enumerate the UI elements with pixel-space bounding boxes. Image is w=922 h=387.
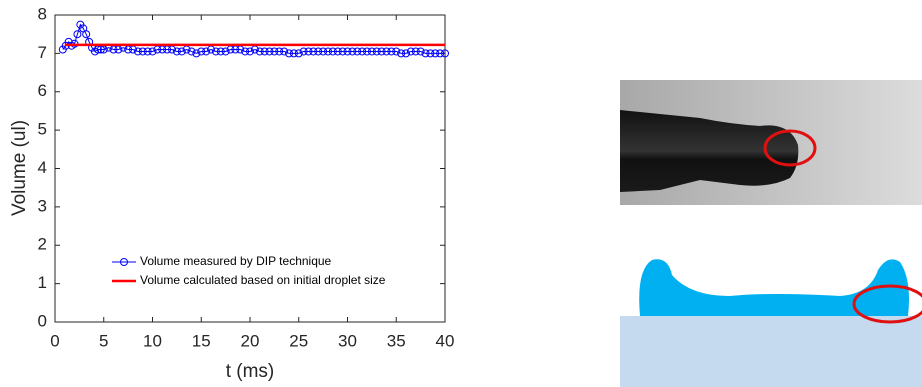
data-point [304,47,313,56]
data-point [411,47,420,56]
data-point [270,47,279,56]
x-axis-label: t (ms) [226,361,275,382]
data-point [367,47,376,56]
data-point [319,47,328,56]
data-point [221,47,230,56]
highlight-ring [852,284,922,324]
data-point [348,47,357,56]
data-point [421,49,430,58]
data-point [138,47,147,56]
data-point [431,49,440,58]
data-point [289,49,298,58]
data-point [148,47,157,56]
data-point [416,47,425,56]
substrate [620,316,922,387]
data-point [73,30,82,39]
data-point [275,47,284,56]
x-tick-label: 30 [338,331,357,350]
data-point [353,47,362,56]
data-point [338,47,347,56]
data-point [382,47,391,56]
data-point [397,49,406,58]
data-point [294,49,303,58]
data-point [172,47,181,56]
data-point [402,49,410,58]
data-point [187,47,196,56]
data-point [133,47,142,56]
x-tick-label: 10 [143,331,162,350]
data-point [358,47,367,56]
data-point [211,47,220,56]
y-tick-label: 1 [38,273,47,292]
y-tick-label: 3 [38,196,47,215]
x-tick-label: 5 [99,331,108,350]
legend-label: Volume measured by DIP technique [140,254,332,268]
droplet-photo [620,110,799,192]
data-point [143,47,152,56]
y-tick-label: 4 [38,158,47,177]
data-point [202,47,211,56]
data-point [406,47,415,56]
x-tick-label: 35 [387,331,406,350]
series-line [62,23,445,54]
data-point [197,47,206,56]
x-tick-label: 25 [289,331,308,350]
y-tick-label: 2 [38,235,47,254]
data-point [314,47,323,56]
x-tick-label: 0 [50,331,59,350]
data-point [392,47,401,56]
data-point [285,49,293,58]
x-tick-label: 15 [192,331,211,350]
data-point [363,47,371,56]
data-point [333,47,342,56]
data-point [280,47,289,56]
highlight-ring [763,129,817,167]
data-point [246,47,254,56]
data-point [299,47,308,56]
data-point [324,47,332,56]
data-point [177,47,186,56]
x-tick-label: 20 [241,331,260,350]
y-tick-label: 8 [38,4,47,23]
data-point [372,47,381,56]
y-tick-label: 0 [38,311,47,330]
droplet-schematic [639,259,909,316]
data-point [192,49,201,58]
x-tick-label: 40 [436,331,455,350]
data-point [82,30,91,39]
data-point [343,47,352,56]
data-point [216,47,225,56]
photo-panel [620,80,922,205]
schematic-panel [620,259,922,387]
y-tick-label: 6 [38,81,47,100]
data-point [441,49,449,58]
data-point [377,47,386,56]
data-point [255,47,264,56]
data-point [265,47,274,56]
data-point [241,47,250,56]
y-tick-label: 7 [38,43,47,62]
y-axis-label: Volume (ul) [9,120,30,216]
data-point [387,47,396,56]
legend-label: Volume calculated based on initial dropl… [140,273,386,287]
data-point [436,49,445,58]
data-point [309,47,318,56]
data-point [426,49,435,58]
legend-marker [120,258,128,266]
data-point [328,47,337,56]
y-tick-label: 5 [38,120,47,139]
data-point [260,47,269,56]
